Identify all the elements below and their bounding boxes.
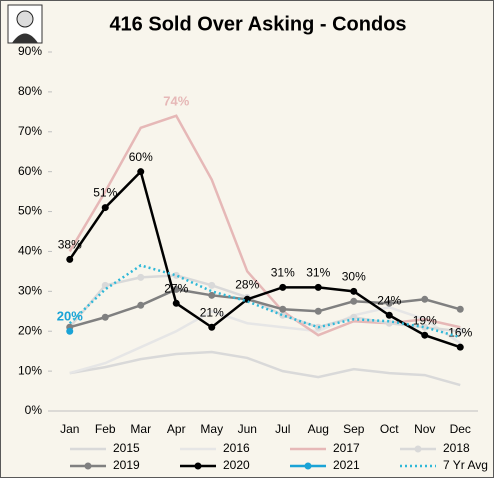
y-tick-label: 80%	[18, 84, 42, 98]
legend-label: 2020	[223, 458, 250, 472]
series-line	[69, 288, 461, 329]
series-line	[68, 274, 461, 333]
series-marker	[208, 291, 216, 299]
data-label: 27%	[164, 281, 188, 295]
data-label: 31%	[306, 266, 330, 280]
series-marker	[243, 295, 251, 303]
x-tick-label: Mar	[130, 422, 151, 436]
legend-label: 2015	[113, 441, 140, 455]
x-tick-label: Aug	[308, 422, 329, 436]
x-tick-label: Sep	[343, 422, 365, 436]
series-marker	[456, 305, 464, 313]
legend-label: 2017	[333, 441, 360, 455]
series-marker	[350, 313, 358, 321]
x-tick-label: Jun	[238, 422, 257, 436]
data-label: 51%	[93, 186, 117, 200]
legend-marker	[304, 462, 312, 470]
series-marker	[66, 327, 74, 335]
y-tick-label: 0%	[25, 403, 43, 417]
legend-label: 2016	[223, 441, 250, 455]
chart-title: 416 Sold Over Asking - Condos	[109, 13, 406, 35]
series-line	[68, 169, 461, 349]
x-tick-label: May	[200, 422, 223, 436]
series-marker	[314, 283, 322, 291]
data-label: 19%	[413, 313, 437, 327]
series-marker	[208, 281, 216, 289]
series-marker	[456, 343, 464, 351]
x-tick-label: Jul	[275, 422, 290, 436]
y-tick-label: 60%	[18, 164, 42, 178]
data-label: 28%	[235, 277, 259, 291]
series-marker	[101, 313, 109, 321]
series-marker	[101, 204, 109, 212]
y-tick-label: 90%	[18, 44, 42, 58]
series-line	[69, 350, 461, 387]
series-marker	[208, 323, 216, 331]
data-label: 38%	[58, 238, 82, 252]
data-label: 24%	[377, 293, 401, 307]
series-marker	[385, 311, 393, 319]
data-label: 30%	[342, 270, 366, 284]
legend-marker	[194, 462, 202, 470]
x-tick-label: Feb	[95, 422, 116, 436]
y-tick-label: 10%	[18, 363, 42, 377]
y-tick-label: 20%	[18, 323, 42, 337]
series-marker	[385, 299, 393, 307]
series-marker	[137, 168, 145, 176]
series-marker	[350, 297, 358, 305]
series-marker	[314, 307, 322, 315]
x-tick-label: Jan	[60, 422, 79, 436]
y-tick-label: 70%	[18, 124, 42, 138]
series-marker	[279, 283, 287, 291]
x-tick-label: Nov	[414, 422, 435, 436]
legend-label: 2019	[113, 458, 140, 472]
series-marker	[137, 301, 145, 309]
series-marker	[172, 299, 180, 307]
data-label: 16%	[448, 325, 472, 339]
data-label: 31%	[271, 266, 295, 280]
series-line	[69, 305, 461, 375]
x-tick-label: Dec	[450, 422, 471, 436]
series-marker	[172, 285, 180, 293]
legend-label: 2021	[333, 458, 360, 472]
series-marker	[456, 327, 464, 335]
series-marker	[421, 295, 429, 303]
series-marker	[385, 319, 393, 327]
x-tick-label: Apr	[167, 422, 186, 436]
series-marker	[350, 287, 358, 295]
y-tick-label: 30%	[18, 284, 42, 298]
series-marker	[137, 273, 145, 281]
legend-label: 7 Yr Avg	[443, 458, 488, 472]
data-label: 20%	[57, 309, 83, 324]
data-label: 74%	[163, 93, 189, 108]
data-label: 60%	[129, 150, 153, 164]
legend-label: 2018	[443, 441, 470, 455]
y-tick-label: 40%	[18, 244, 42, 258]
data-label: 21%	[200, 305, 224, 319]
series-marker	[421, 331, 429, 339]
x-tick-label: Oct	[380, 422, 399, 436]
legend-marker	[84, 462, 92, 470]
legend-marker	[414, 445, 422, 453]
series-marker	[66, 255, 74, 263]
series-marker	[279, 305, 287, 313]
y-tick-label: 50%	[18, 204, 42, 218]
series-line	[68, 114, 461, 337]
portrait-icon	[7, 4, 43, 44]
